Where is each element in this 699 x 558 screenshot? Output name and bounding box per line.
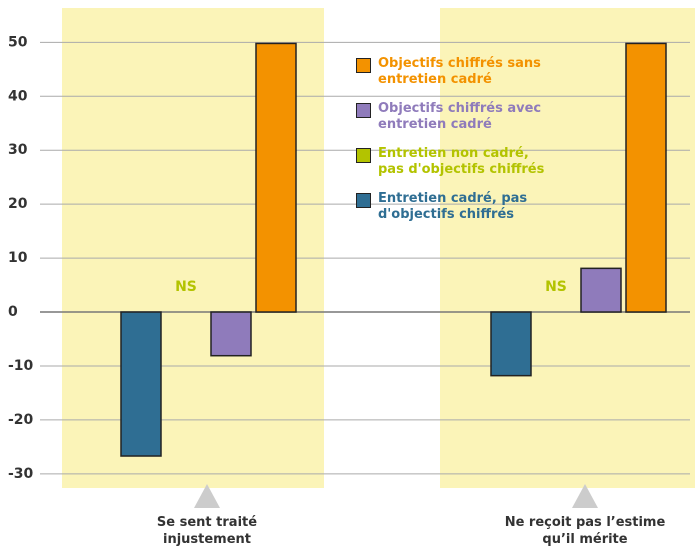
bar [580, 267, 622, 313]
legend-swatch [356, 103, 371, 118]
y-tick-label: 0 [8, 304, 18, 320]
y-tick-label: -20 [8, 412, 34, 428]
bar [625, 42, 667, 313]
bar [210, 311, 252, 357]
legend-swatch [356, 148, 371, 163]
data-label: NS [175, 279, 197, 295]
y-tick-label: 50 [8, 34, 28, 50]
legend-swatch [356, 58, 371, 73]
y-tick-label: 20 [8, 196, 28, 212]
legend-swatch [356, 193, 371, 208]
x-tick-label: Ne reçoit pas l’estime qu’il mérite [504, 515, 666, 547]
bar [120, 311, 162, 457]
legend-label: Objectifs chiffrés sans entretien cadré [378, 56, 541, 87]
legend-label: Entretien non cadré, pas d'objectifs chi… [378, 146, 545, 177]
pointer [572, 484, 598, 508]
bar [490, 311, 532, 377]
legend-label: Objectifs chiffrés avec entretien cadré [378, 101, 542, 132]
y-tick-label: -30 [8, 466, 34, 482]
x-tick-label: Se sent traité injustement [156, 515, 258, 547]
y-tick-label: 40 [8, 88, 28, 104]
y-tick-label: 30 [8, 142, 28, 158]
y-tick-label: -10 [8, 358, 34, 374]
y-tick-label: 10 [8, 250, 28, 266]
data-label: NS [545, 279, 567, 295]
pointer [194, 484, 220, 508]
bar [255, 42, 297, 313]
legend-label: Entretien cadré, pas d'objectifs chiffré… [378, 191, 528, 222]
